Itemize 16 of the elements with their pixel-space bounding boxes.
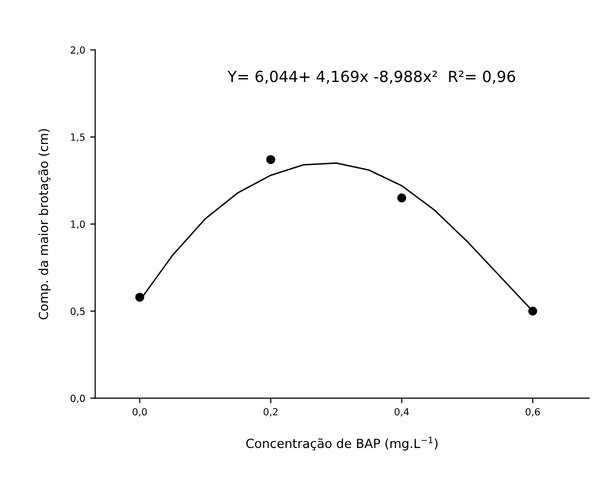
point	[135, 292, 144, 302]
x-axis-title: Concentração de BAP (mg.L$^{−1}$)	[246, 436, 438, 451]
point	[528, 306, 538, 316]
x-tick-label: 0,6	[526, 408, 540, 416]
y-axis-title: Comp. da maior brotação (cm)	[38, 129, 51, 320]
y-tick-label: 2,0	[70, 46, 85, 55]
annotation: Y= 6,044+ 4,169x -8,988x² R²= 0,96	[227, 70, 516, 84]
x-tick-label: 0,0	[132, 408, 147, 416]
point	[397, 193, 406, 202]
point	[266, 155, 276, 164]
y-tick-label: 1,5	[71, 134, 85, 142]
y-tick-label: 0,0	[70, 394, 85, 404]
y-tick-label: 0,5	[70, 308, 85, 316]
x-tick-label: 0,2	[264, 408, 278, 416]
y-tick-label: 1,0	[71, 220, 85, 229]
x-tick-label: 0,4	[394, 408, 409, 416]
